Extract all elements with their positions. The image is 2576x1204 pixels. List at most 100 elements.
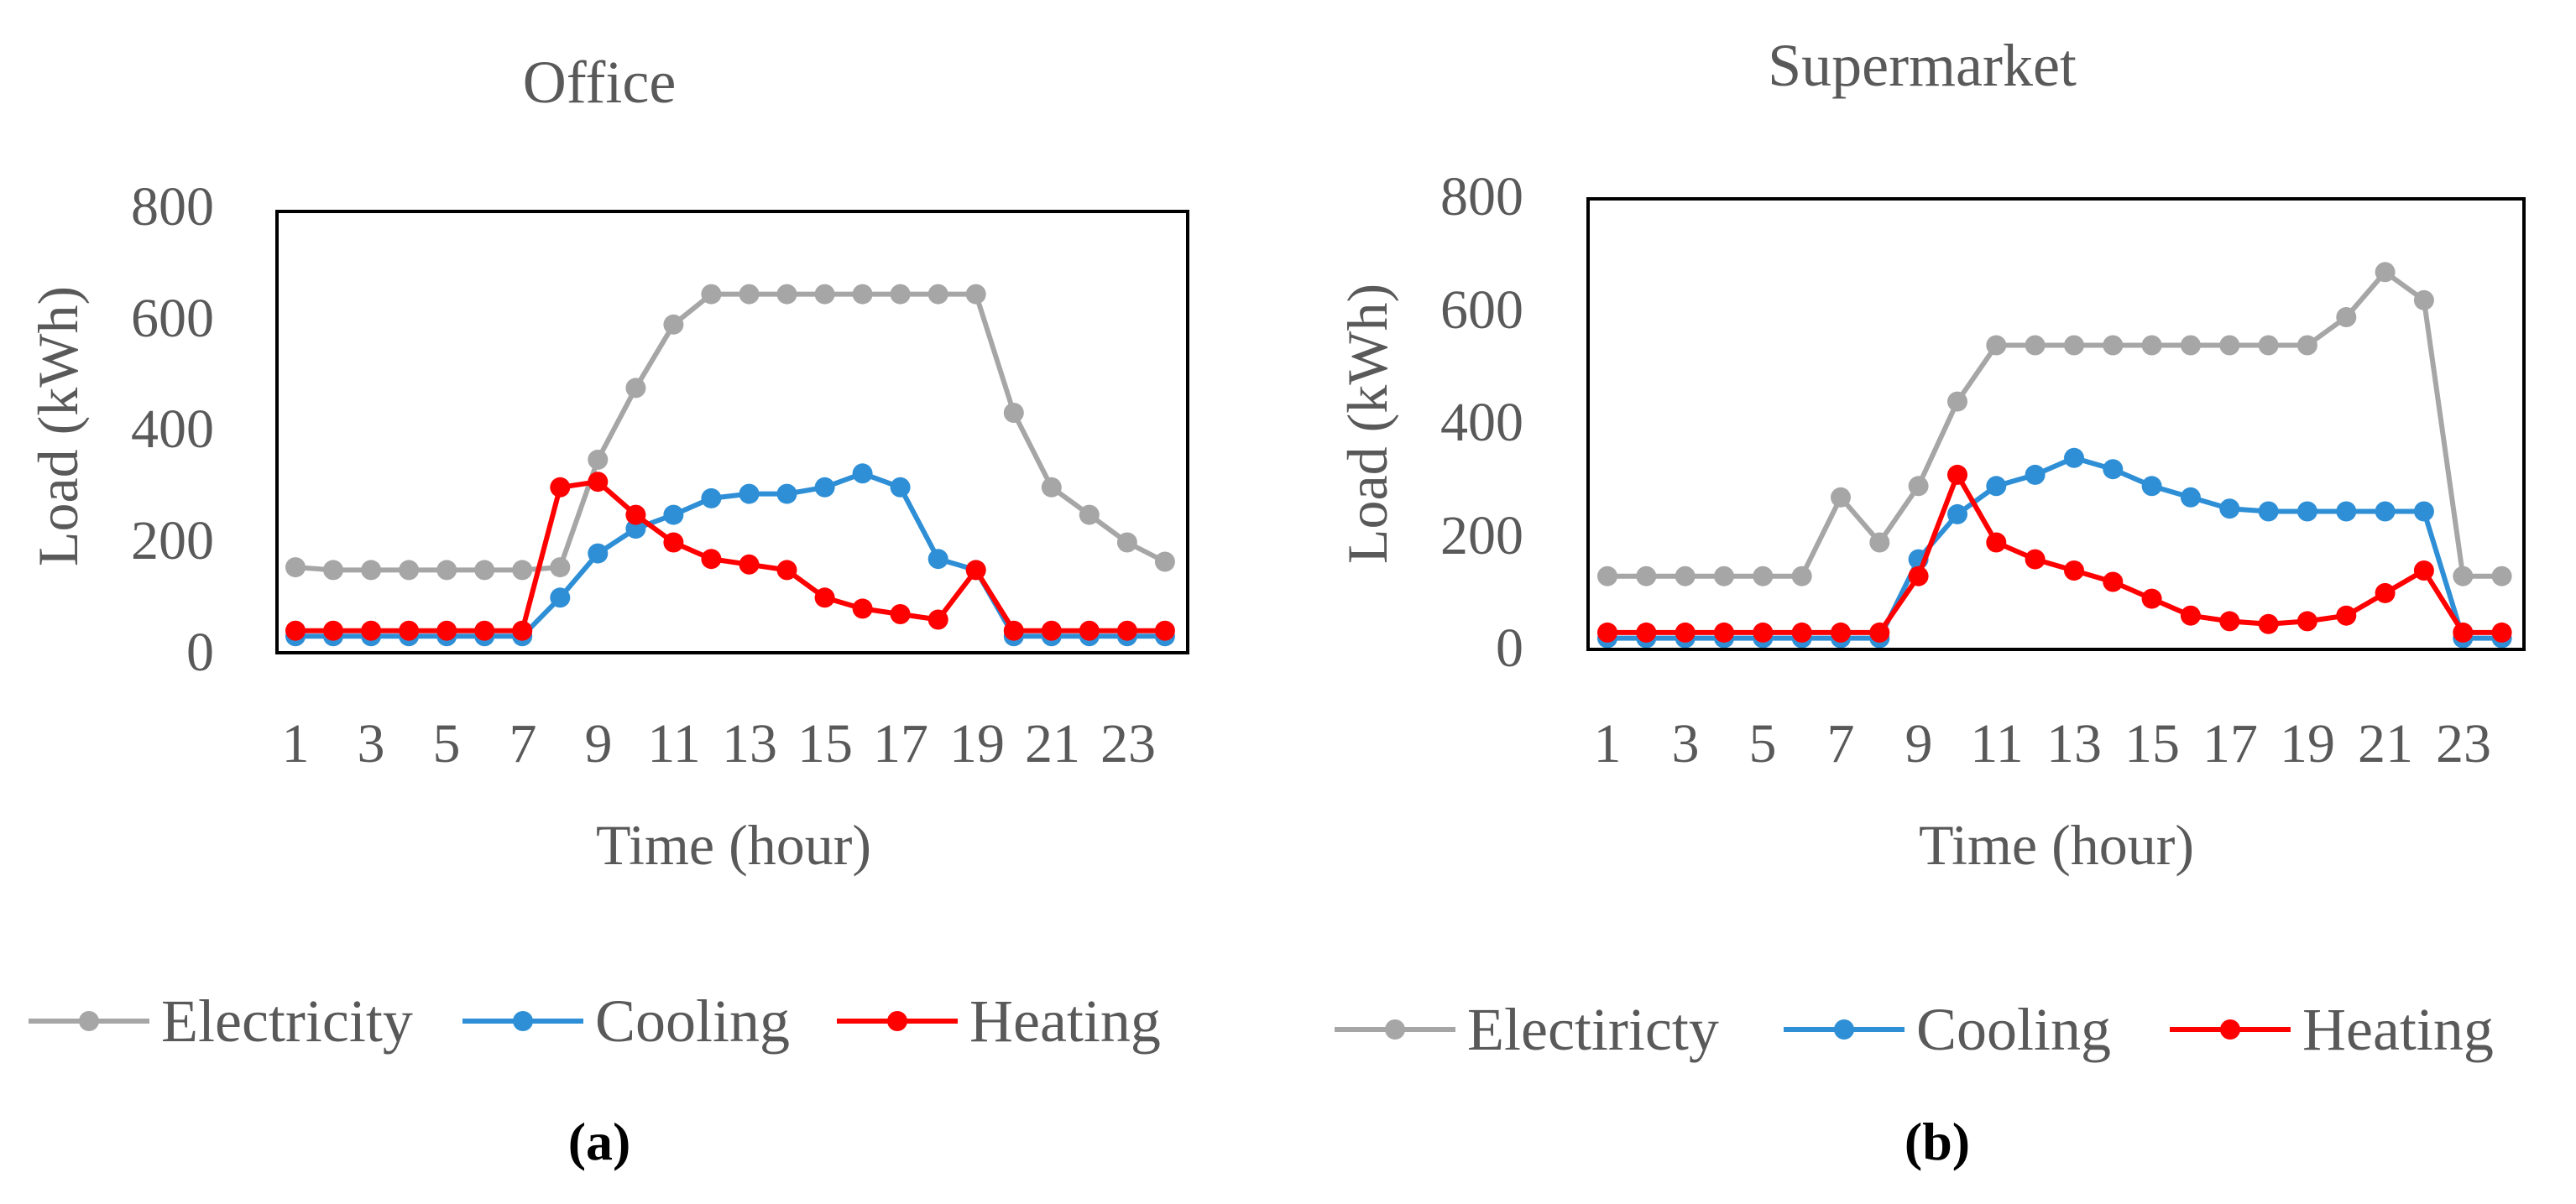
data-point-electricity [1154, 551, 1175, 572]
data-point-electricity [512, 560, 533, 581]
data-point-heating [2141, 588, 2162, 609]
data-point-heating [814, 587, 835, 608]
data-point-cooling [2025, 464, 2046, 485]
data-point-cooling [1986, 476, 2007, 497]
chart-office: Office Load (kWh) 0 200 400 600 800 1 3 … [26, 49, 1189, 1171]
data-point-electricity [2336, 307, 2357, 327]
data-point-heating [663, 532, 684, 553]
data-point-electricity [2453, 566, 2474, 586]
legend-item-heating: Heating [837, 988, 1161, 1055]
data-point-heating [1003, 620, 1024, 641]
data-point-electricity [1597, 566, 1617, 586]
data-point-electricity [2064, 335, 2084, 356]
plot-frame [1586, 197, 2526, 651]
data-point-cooling [2103, 459, 2124, 480]
data-point-heating [2064, 560, 2084, 581]
data-point-heating [588, 472, 609, 493]
legend-marker [1385, 1019, 1405, 1040]
data-point-electricity [739, 284, 760, 305]
data-point-electricity [1116, 532, 1137, 553]
data-point-cooling [776, 483, 797, 504]
data-point-heating [361, 620, 382, 641]
panel-label: (a) [568, 1112, 631, 1171]
data-point-heating [739, 554, 760, 575]
data-point-heating [890, 604, 911, 624]
data-point-heating [2025, 549, 2046, 570]
plot-area [1597, 262, 2512, 649]
data-point-electricity [1675, 566, 1696, 586]
data-point-heating [2258, 613, 2279, 634]
x-tick-label: 9 [1905, 713, 1933, 774]
data-point-heating [1908, 566, 1929, 586]
data-point-electricity [588, 449, 609, 470]
data-point-heating [1154, 620, 1175, 641]
data-point-cooling [814, 477, 835, 498]
data-point-electricity [2219, 335, 2240, 356]
x-tick-label: 23 [1100, 713, 1156, 774]
data-point-electricity [663, 314, 684, 335]
y-tick-label: 200 [1440, 505, 1523, 566]
x-tick-label: 5 [1749, 713, 1777, 774]
x-tick-label: 3 [358, 713, 385, 774]
y-tick-label: 600 [1440, 279, 1523, 341]
data-point-heating [852, 598, 873, 619]
data-point-heating [2219, 611, 2240, 632]
legend-label: Heating [969, 988, 1161, 1055]
data-point-heating [2296, 611, 2317, 632]
data-point-heating [550, 477, 571, 498]
x-tick-label: 9 [585, 713, 613, 774]
y-tick-labels: 0 200 400 600 800 [131, 176, 214, 683]
data-point-electricity [285, 557, 306, 578]
data-point-heating [1831, 622, 1851, 643]
data-point-cooling [2413, 501, 2434, 522]
x-tick-label: 13 [722, 713, 777, 774]
data-point-heating [1869, 622, 1890, 643]
chart-supermarket: Supermarket Load (kWh) 0 200 400 600 800… [1335, 32, 2526, 1171]
series-electricity [1597, 262, 2512, 586]
legend-label: Electiricty [1467, 996, 1719, 1063]
x-tick-label: 23 [2436, 713, 2491, 774]
legend-item-cooling: Cooling [462, 988, 790, 1055]
y-tick-label: 600 [131, 288, 214, 349]
data-point-cooling [2336, 501, 2357, 522]
data-point-electricity [927, 284, 948, 305]
data-point-electricity [852, 284, 873, 305]
data-point-electricity [1714, 566, 1734, 586]
data-point-electricity [1079, 504, 1100, 525]
data-point-electricity [2180, 335, 2201, 356]
data-point-cooling [625, 519, 646, 539]
data-point-heating [1079, 620, 1100, 641]
x-axis-label: Time (hour) [596, 813, 871, 877]
data-point-electricity [625, 378, 646, 399]
data-point-cooling [2296, 501, 2317, 522]
x-tick-labels: 1 3 5 7 9 11 13 15 17 19 21 23 [282, 713, 1157, 774]
x-axis-label: Time (hour) [1919, 813, 2194, 877]
data-point-cooling [927, 549, 948, 570]
y-tick-label: 800 [131, 176, 214, 237]
data-point-cooling [2180, 487, 2201, 508]
legend: Electricity Cooling Heating [29, 988, 1161, 1055]
legend-label: Cooling [1916, 996, 2111, 1063]
data-point-electricity [2103, 335, 2124, 356]
data-point-electricity [2141, 335, 2162, 356]
data-point-heating [474, 620, 495, 641]
data-point-electricity [1831, 487, 1851, 508]
x-tick-label: 17 [2202, 713, 2258, 774]
legend-item-electricity: Electiricty [1335, 996, 1719, 1063]
data-point-heating [1791, 622, 1812, 643]
data-point-electricity [1003, 403, 1024, 423]
data-point-electricity [2258, 335, 2279, 356]
data-point-cooling [550, 587, 571, 608]
plot-frame [275, 210, 1189, 654]
data-point-heating [2180, 605, 2201, 626]
legend-marker [2220, 1019, 2240, 1040]
chart-title: Office [523, 49, 677, 116]
data-point-heating [776, 560, 797, 581]
data-point-heating [625, 504, 646, 525]
x-tick-label: 5 [433, 713, 461, 774]
data-point-heating [1675, 622, 1696, 643]
data-point-heating [965, 560, 986, 581]
data-point-electricity [890, 284, 911, 305]
x-tick-label: 13 [2046, 713, 2102, 774]
